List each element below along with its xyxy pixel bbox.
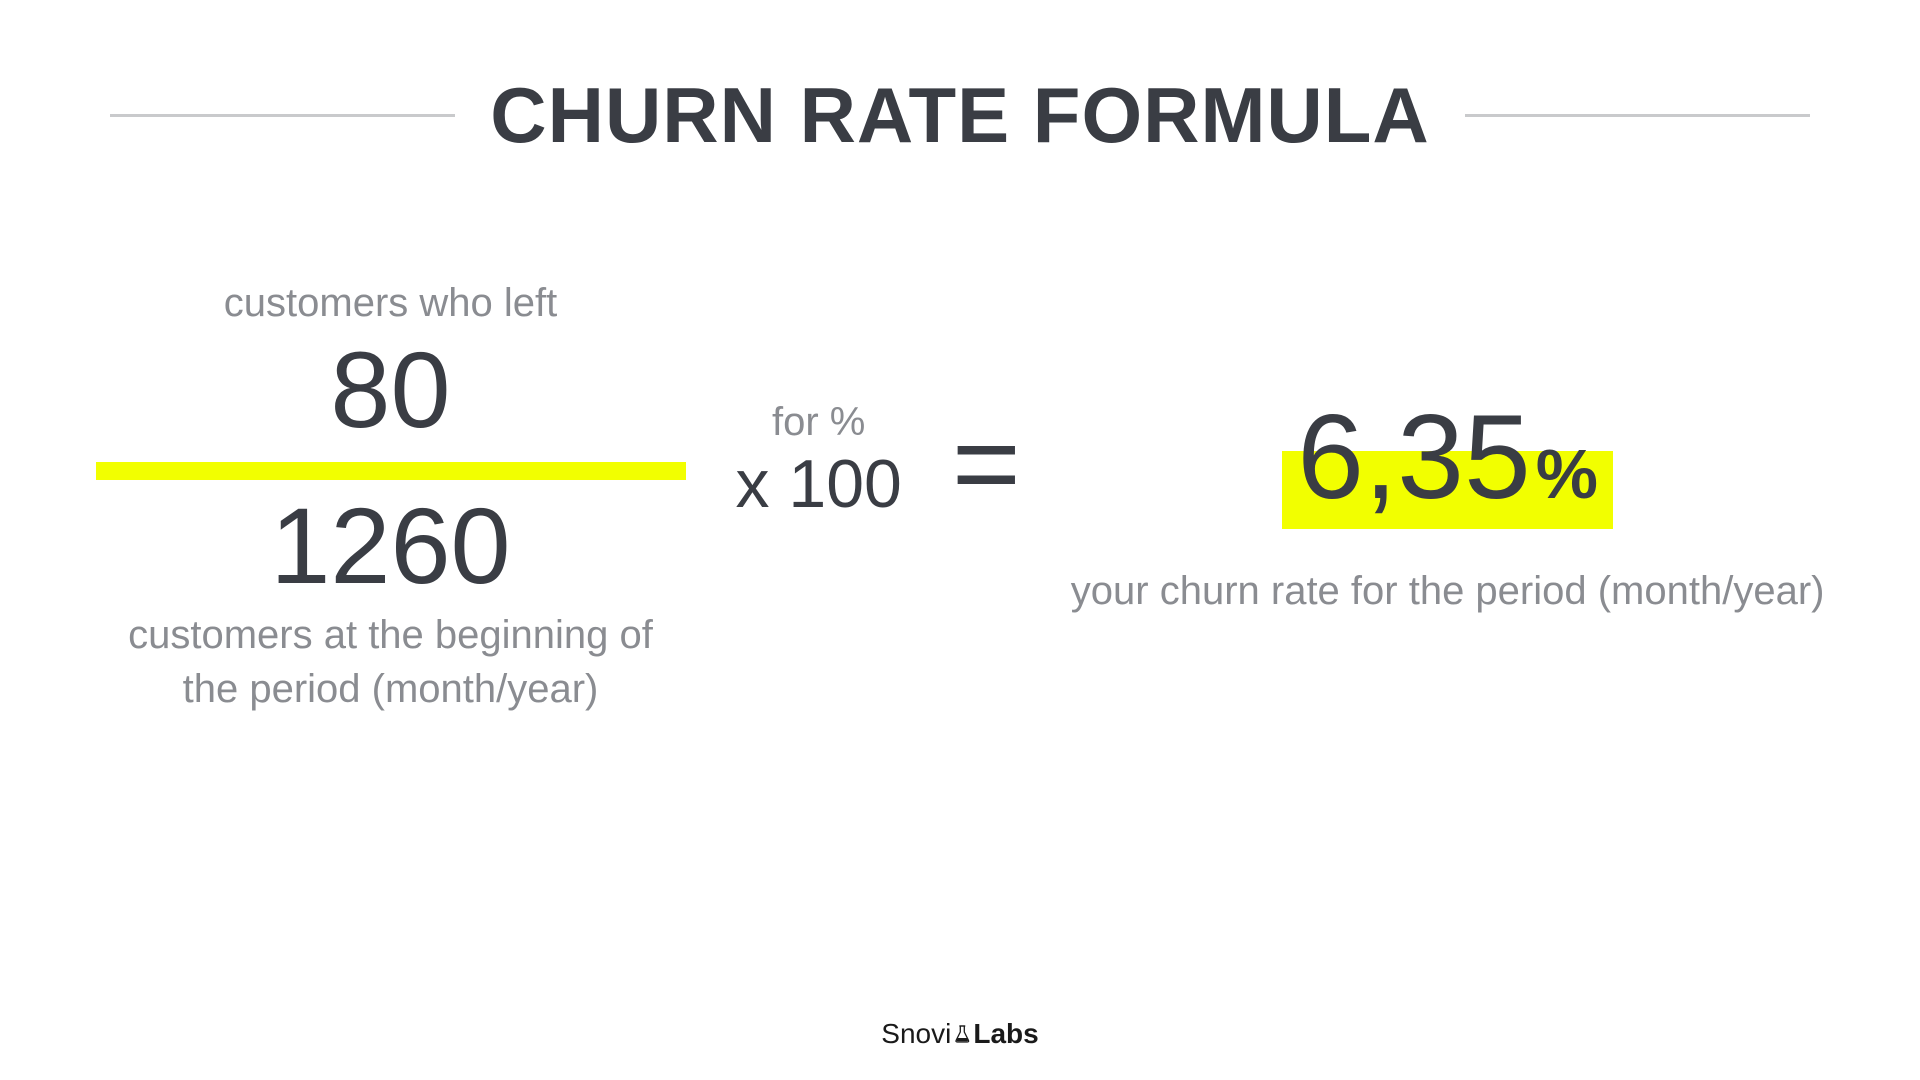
page-title: CHURN RATE FORMULA bbox=[490, 70, 1429, 161]
result-highlight: 6,35 % bbox=[1282, 400, 1613, 529]
formula: customers who left 80 1260 customers at … bbox=[0, 281, 1920, 716]
fraction: customers who left 80 1260 customers at … bbox=[96, 281, 686, 716]
header-rule-left bbox=[110, 114, 455, 117]
result-label: your churn rate for the period (month/ye… bbox=[1071, 564, 1825, 618]
fraction-bar bbox=[96, 462, 686, 480]
multiplier-value: x 100 bbox=[736, 450, 902, 518]
multiplier-label: for % bbox=[772, 400, 865, 445]
logo-part2: Labs bbox=[973, 1018, 1038, 1050]
header: CHURN RATE FORMULA bbox=[0, 0, 1920, 161]
denominator-value: 1260 bbox=[270, 492, 510, 600]
header-rule-right bbox=[1465, 114, 1810, 117]
equals-sign: = bbox=[952, 405, 1021, 523]
result-unit: % bbox=[1536, 439, 1598, 509]
numerator-value: 80 bbox=[330, 336, 450, 444]
flask-icon bbox=[954, 1024, 970, 1044]
footer-logo: Snovi Labs bbox=[881, 1018, 1038, 1050]
denominator-label: customers at the beginning of the period… bbox=[96, 608, 686, 716]
multiplier: for % x 100 bbox=[736, 400, 902, 518]
result: 6,35 % your churn rate for the period (m… bbox=[1071, 400, 1825, 618]
logo-part1: Snovi bbox=[881, 1018, 951, 1050]
result-value: 6,35 bbox=[1297, 400, 1531, 514]
numerator-label: customers who left bbox=[224, 281, 557, 326]
